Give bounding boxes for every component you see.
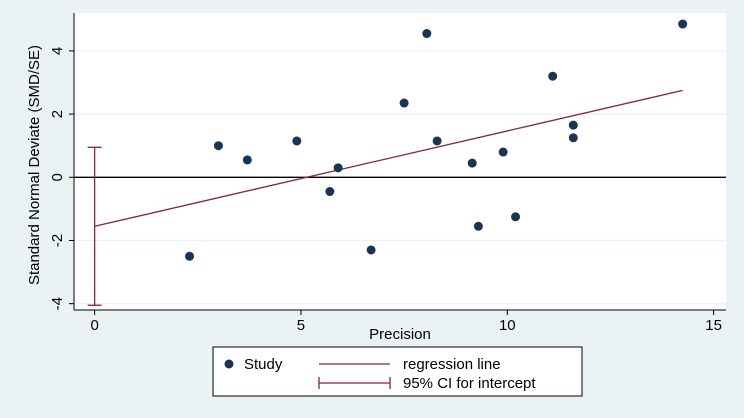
ci-intercept-group: [87, 146, 102, 306]
study-point: [568, 133, 578, 143]
axis-ticks: 0 5 10 15 -4 -2 0 2 4: [49, 47, 722, 334]
legend-study-marker: [224, 359, 234, 369]
legend: Study regression line 95% CI for interce…: [212, 346, 583, 397]
study-point: [678, 19, 688, 29]
study-point: [511, 212, 521, 222]
study-point: [467, 158, 477, 168]
legend-study-label: Study: [244, 356, 283, 373]
y-tick-label: 4: [49, 47, 66, 55]
study-point: [213, 141, 223, 151]
study-point: [473, 221, 483, 231]
study-point: [185, 251, 195, 261]
y-tick-label: -2: [49, 234, 66, 247]
regression-line: [94, 89, 683, 227]
y-axis-title: Standard Normal Deviate (SMD/SE): [26, 45, 43, 285]
x-tick-label: 0: [90, 317, 98, 334]
x-tick-label: 5: [297, 317, 305, 334]
study-point: [568, 120, 578, 130]
study-point: [399, 98, 409, 108]
study-point: [333, 163, 343, 173]
x-axis-title: Precision: [369, 326, 431, 343]
study-point: [325, 187, 335, 197]
study-point: [432, 136, 442, 146]
study-point: [292, 136, 302, 146]
study-points: [185, 19, 688, 261]
study-point: [242, 155, 252, 165]
study-point: [422, 29, 432, 39]
y-tick-label: 0: [49, 173, 66, 181]
legend-ci-swatch: [318, 377, 391, 389]
legend-box: [212, 346, 583, 397]
y-tick-label: -4: [49, 297, 66, 310]
plot-area: [74, 13, 726, 310]
regression-line-group: [94, 89, 683, 227]
x-tick-label: 10: [499, 317, 516, 334]
study-point: [366, 245, 376, 255]
y-tick-label: 2: [49, 110, 66, 118]
study-point: [498, 147, 508, 157]
study-point: [548, 71, 558, 81]
legend-ci-label: 95% CI for intercept: [403, 375, 536, 392]
x-tick-label: 15: [705, 317, 722, 334]
legend-regression-label: regression line: [403, 356, 501, 373]
